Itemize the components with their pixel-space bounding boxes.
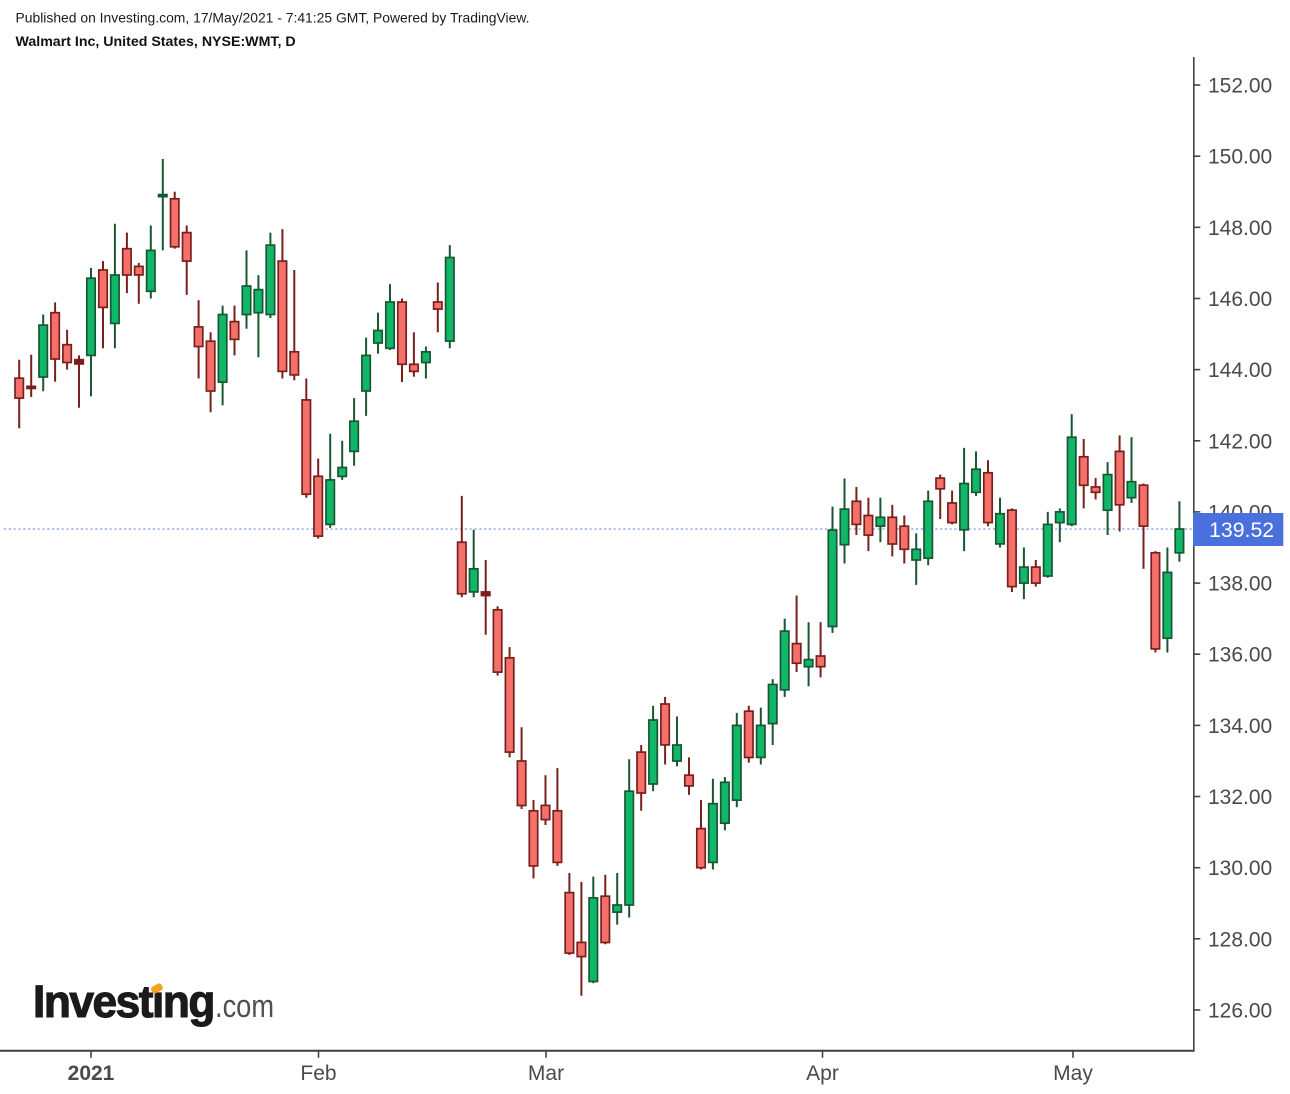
svg-text:2021: 2021 xyxy=(68,1062,115,1085)
svg-text:146.00: 146.00 xyxy=(1208,288,1272,311)
svg-text:134.00: 134.00 xyxy=(1208,715,1272,738)
svg-text:Mar: Mar xyxy=(528,1062,564,1085)
svg-text:136.00: 136.00 xyxy=(1208,644,1272,667)
svg-text:Investıng: Investıng xyxy=(33,976,214,1027)
svg-text:132.00: 132.00 xyxy=(1208,786,1272,809)
svg-text:139.52: 139.52 xyxy=(1209,518,1274,542)
svg-text:126.00: 126.00 xyxy=(1208,1000,1272,1023)
svg-text:142.00: 142.00 xyxy=(1208,430,1272,453)
svg-text:Published on Investing.com, 17: Published on Investing.com, 17/May/2021 … xyxy=(16,10,530,26)
svg-text:152.00: 152.00 xyxy=(1208,75,1272,98)
svg-text:Apr: Apr xyxy=(806,1062,839,1085)
svg-text:Feb: Feb xyxy=(300,1062,336,1085)
svg-text:128.00: 128.00 xyxy=(1208,928,1272,951)
svg-text:130.00: 130.00 xyxy=(1208,857,1272,880)
svg-text:.com: .com xyxy=(215,988,274,1024)
svg-text:144.00: 144.00 xyxy=(1208,359,1272,382)
svg-text:Walmart Inc, United States, NY: Walmart Inc, United States, NYSE:WMT, D xyxy=(16,34,296,50)
svg-text:May: May xyxy=(1053,1062,1093,1085)
svg-text:148.00: 148.00 xyxy=(1208,217,1272,240)
svg-text:150.00: 150.00 xyxy=(1208,146,1272,169)
svg-text:138.00: 138.00 xyxy=(1208,573,1272,596)
